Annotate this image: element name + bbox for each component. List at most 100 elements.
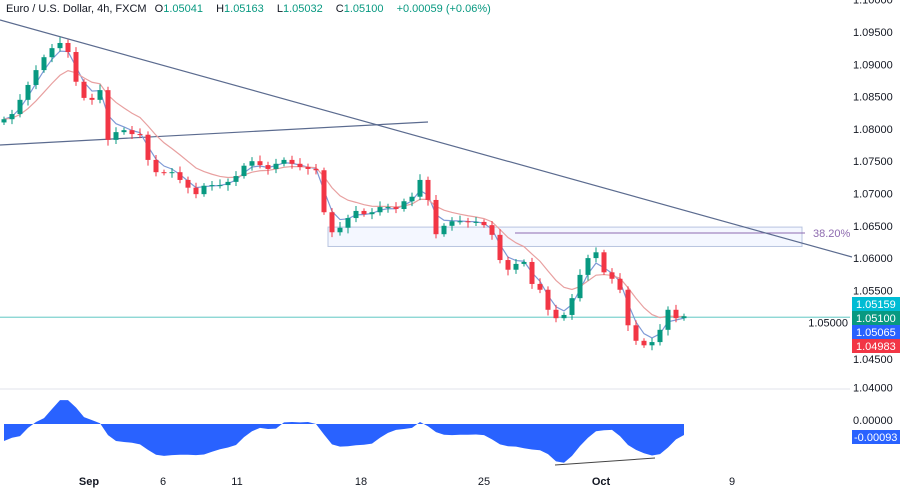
candle [657, 324, 663, 346]
close-value: C1.05100 [335, 3, 384, 15]
candle [257, 155, 263, 169]
candle [209, 180, 215, 191]
candle [217, 179, 223, 189]
candle-body [649, 342, 655, 346]
candle-body [225, 181, 231, 186]
candle-body [601, 252, 607, 273]
candle [177, 166, 183, 184]
candle [625, 286, 631, 331]
candle [601, 249, 607, 275]
candle-body [17, 99, 23, 115]
candle-body [329, 212, 335, 233]
candle [433, 195, 439, 239]
candle [577, 269, 583, 302]
candle [497, 229, 503, 264]
candle-body [193, 187, 199, 195]
candle-body [353, 210, 359, 219]
candle-body [417, 179, 423, 197]
candle-body [313, 168, 319, 171]
oscillator-value-bg [852, 430, 900, 444]
candle [161, 169, 167, 176]
candle-body [105, 90, 111, 140]
candle-body [9, 114, 15, 120]
y-tick-label: 1.08000 [853, 124, 893, 136]
candle-body [641, 340, 647, 346]
candle-body [609, 272, 615, 279]
candle-body [529, 261, 535, 284]
candle-body [433, 199, 439, 235]
candle-body [345, 218, 351, 228]
candle-body [65, 42, 71, 53]
candle-body [409, 196, 415, 202]
candle [97, 84, 103, 104]
candle [289, 155, 295, 169]
y-tick-label: 1.09000 [853, 59, 893, 71]
candle [545, 286, 551, 316]
candle [609, 268, 615, 284]
open-value: O1.05041 [154, 3, 203, 15]
candle-body [73, 52, 79, 82]
candle [281, 157, 287, 167]
candle [169, 168, 175, 178]
price-label: 1.05159 [856, 299, 896, 311]
symbol-legend: Euro / U.S. Dollar, 4h, FXCM O1.05041 H1… [6, 3, 496, 15]
candle [81, 79, 87, 101]
x-tick-label: Oct [592, 476, 611, 488]
candle [561, 312, 567, 321]
candle [105, 86, 111, 146]
price-label-bg [852, 339, 900, 353]
candle-body [361, 210, 367, 215]
candle [353, 206, 359, 223]
candle [225, 178, 231, 191]
candle-body [209, 185, 215, 187]
candle-body [97, 90, 103, 100]
candle-body [41, 57, 47, 71]
candle-body [49, 48, 55, 58]
candle-body [129, 130, 135, 135]
candle-body [305, 167, 311, 169]
candle-body [377, 207, 383, 213]
candle-body [577, 274, 583, 299]
candle [385, 203, 391, 213]
candle-body [89, 97, 95, 100]
high-value: H1.05163 [216, 3, 264, 15]
candle [145, 131, 151, 166]
ascending-trendline [0, 121, 429, 146]
candle-body [121, 130, 127, 133]
candle-body [265, 165, 271, 169]
candle-body [513, 263, 519, 270]
candle [193, 182, 199, 199]
candle-body [505, 260, 511, 270]
y-tick-label: 1.04000 [853, 382, 893, 394]
candle [25, 81, 31, 106]
price-label: 1.05065 [856, 327, 896, 339]
candle [417, 174, 423, 201]
candle-body [521, 261, 527, 264]
candle-body [169, 172, 175, 174]
candle-body [145, 134, 151, 160]
x-tick-label: 6 [160, 476, 166, 488]
x-tick-label: 18 [355, 476, 367, 488]
candle [393, 202, 399, 214]
y-tick-label: 1.08500 [853, 92, 893, 104]
candle [345, 214, 351, 234]
candle-body [497, 234, 503, 261]
candle [17, 94, 23, 118]
candle-body [233, 176, 239, 182]
candle [529, 257, 535, 289]
candle [633, 320, 639, 345]
candle-body [337, 227, 343, 233]
candle-body [457, 221, 463, 223]
candle-body [593, 252, 599, 259]
candle [337, 222, 343, 236]
candle-body [489, 225, 495, 235]
x-tick-label: Sep [79, 476, 99, 488]
candle-body [185, 179, 191, 188]
candle [57, 37, 63, 52]
candle-body [289, 159, 295, 164]
candle-body [545, 289, 551, 310]
y-tick-label: 1.04500 [853, 354, 893, 366]
slow-moving-average [3, 69, 685, 319]
candle-body [561, 314, 567, 319]
